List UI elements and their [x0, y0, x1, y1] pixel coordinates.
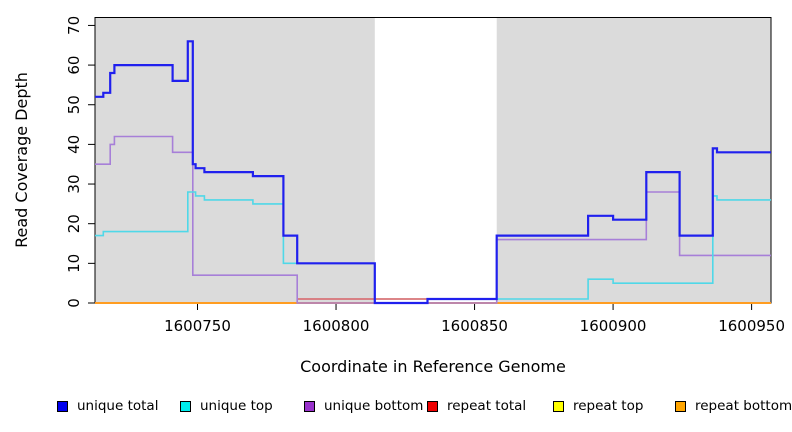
x-tick-label: 1600950: [718, 317, 785, 335]
legend-item-unique-top: unique top: [180, 396, 273, 416]
legend-item-repeat-bottom: repeat bottom: [675, 396, 792, 416]
legend-label: unique bottom: [324, 398, 424, 414]
legend-swatch-unique-bottom: [304, 400, 315, 412]
y-tick-label: 20: [65, 214, 83, 233]
y-tick-label: 70: [65, 16, 83, 35]
coverage-plot: 0 10 20 30 40 50 60 70 1600750 1600800 1600850 1600…: [12, 16, 785, 376]
legend-item-repeat-total: repeat total: [427, 396, 526, 416]
x-tick-label: 1600900: [580, 317, 647, 335]
series-line-unique-bottom: [95, 135, 771, 304]
legend-swatch-repeat-top: [553, 400, 564, 412]
y-axis-title: Read Coverage Depth: [12, 72, 31, 248]
x-tick-label: 1600750: [164, 317, 231, 335]
y-tick-label: 40: [65, 135, 83, 154]
legend-item-unique-bottom: unique bottom: [304, 396, 423, 416]
x-axis-title: Coordinate in Reference Genome: [300, 357, 566, 376]
shaded-region: [496, 17, 771, 303]
legend-swatch-unique-total: [57, 400, 68, 412]
legend-swatch-repeat-bottom: [675, 400, 686, 412]
legend-label: unique top: [200, 398, 273, 414]
legend-label: unique total: [77, 398, 159, 414]
y-tick-label: 60: [65, 56, 83, 75]
legend-item-repeat-top: repeat top: [553, 396, 643, 416]
legend-swatch-unique-top: [180, 400, 191, 412]
legend: unique total unique top unique bottom repea…: [0, 396, 792, 418]
legend-label: repeat total: [447, 398, 527, 414]
y-tick-label: 30: [65, 174, 83, 193]
y-tick-label: 10: [65, 254, 83, 273]
y-tick-label: 50: [65, 95, 83, 114]
shaded-region: [95, 17, 375, 303]
y-tick-label: 0: [65, 298, 83, 308]
x-tick-label: 1600800: [303, 317, 370, 335]
legend-label: repeat top: [573, 398, 644, 414]
legend-item-unique-total: unique total: [57, 396, 158, 416]
legend-swatch-repeat-total: [427, 400, 438, 412]
legend-label: repeat bottom: [695, 398, 792, 414]
x-tick-label: 1600850: [441, 317, 508, 335]
series-line-unique-total: [95, 40, 771, 305]
